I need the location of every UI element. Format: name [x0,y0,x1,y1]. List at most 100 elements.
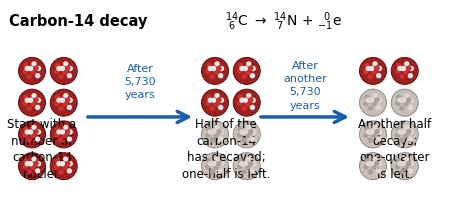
Circle shape [210,106,215,111]
Circle shape [250,136,255,142]
Circle shape [406,65,411,71]
Circle shape [239,66,245,71]
Circle shape [397,66,403,71]
Circle shape [207,98,213,103]
Circle shape [211,98,216,103]
Circle shape [363,101,369,106]
Circle shape [216,65,222,71]
Circle shape [67,136,72,142]
Circle shape [397,98,403,103]
Circle shape [22,101,28,106]
Circle shape [25,129,30,135]
Circle shape [214,93,220,98]
Circle shape [32,61,37,67]
Circle shape [408,105,413,110]
Circle shape [237,101,243,106]
Circle shape [399,169,405,175]
Circle shape [241,137,247,143]
Text: $\mathregular{^{14}_{\ 6}}$C $\mathregular{\rightarrow}$ $\mathregular{^{14}_{\ : $\mathregular{^{14}_{\ 6}}$C $\mathregul… [225,11,342,33]
Circle shape [246,156,252,162]
Circle shape [400,66,406,71]
Circle shape [22,132,28,138]
Circle shape [36,66,41,71]
Circle shape [243,129,248,135]
Circle shape [250,73,255,78]
Circle shape [365,161,371,166]
Circle shape [399,137,405,143]
Circle shape [63,61,68,67]
Circle shape [213,101,219,106]
Circle shape [400,129,406,135]
Circle shape [202,89,229,116]
Circle shape [55,158,60,163]
Circle shape [54,164,59,169]
Circle shape [372,93,378,98]
Circle shape [251,129,256,135]
Circle shape [211,161,216,166]
Circle shape [400,98,406,103]
Circle shape [371,69,377,75]
Circle shape [25,98,30,103]
Circle shape [406,129,411,134]
Circle shape [67,105,72,110]
Circle shape [239,129,245,135]
Circle shape [33,129,39,134]
Circle shape [214,125,220,130]
Circle shape [56,66,62,71]
Circle shape [23,63,29,68]
Circle shape [364,63,369,68]
Circle shape [397,129,403,135]
Circle shape [241,106,247,111]
Circle shape [27,169,32,175]
Circle shape [406,97,411,103]
Circle shape [216,97,222,103]
Circle shape [376,168,381,174]
Circle shape [404,125,410,130]
Circle shape [62,133,68,138]
Circle shape [36,129,41,135]
Circle shape [65,129,71,134]
Text: Carbon-14 decay: Carbon-14 decay [9,14,148,29]
Circle shape [211,129,216,135]
Circle shape [58,169,64,175]
Circle shape [206,158,211,163]
Circle shape [250,168,255,174]
Circle shape [55,94,60,100]
Circle shape [241,74,247,79]
Circle shape [22,164,28,169]
Circle shape [63,156,68,162]
Circle shape [58,74,64,79]
Circle shape [239,98,245,103]
Text: Start with a
number of
carbon-14
nuclei.: Start with a number of carbon-14 nuclei. [8,119,77,181]
Circle shape [202,57,229,84]
Text: After
5,730
years: After 5,730 years [124,64,156,100]
Circle shape [245,164,251,170]
Circle shape [28,161,33,166]
Circle shape [363,132,369,138]
Circle shape [18,121,45,148]
Circle shape [60,66,65,71]
Circle shape [210,74,215,79]
Circle shape [206,63,211,68]
Circle shape [36,98,41,103]
Circle shape [396,94,401,100]
Circle shape [233,153,260,180]
Circle shape [365,98,371,103]
Circle shape [27,137,32,143]
Circle shape [408,168,413,174]
Circle shape [395,132,400,138]
Circle shape [68,98,73,103]
Circle shape [28,98,33,103]
Circle shape [409,66,414,71]
Circle shape [62,69,68,75]
Circle shape [363,164,369,169]
Circle shape [241,169,247,175]
Circle shape [248,65,253,71]
Circle shape [216,161,222,166]
Circle shape [206,94,211,100]
Circle shape [374,161,380,166]
Circle shape [18,89,45,116]
Text: Half of the
carbon-14
has decayed;
one-half is left.: Half of the carbon-14 has decayed; one-h… [182,119,270,181]
Circle shape [396,63,401,68]
Circle shape [31,133,36,138]
